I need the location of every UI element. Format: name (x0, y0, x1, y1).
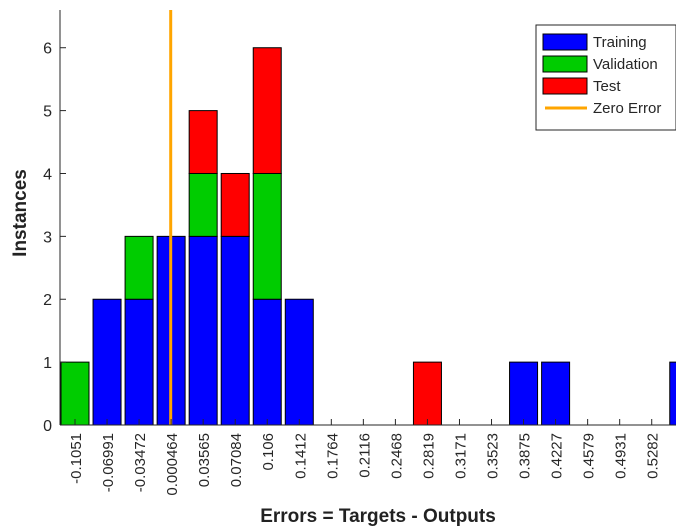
bar-training-7 (284, 298, 314, 426)
bar-test-6 (252, 47, 282, 174)
x-tick-label-16: 0.4579 (581, 433, 598, 479)
axes-layer: 0 1 2 3 4 5 6 -0.1051 -0.06991 -0.03472 0.000464 0.… (43, 10, 676, 496)
legend: Training Validation Test Zero Error (535, 24, 676, 131)
y-tick-label-1: 1 (43, 355, 52, 372)
x-tick-label-11: 0.2819 (420, 433, 437, 479)
x-tick-label-17: 0.4931 (613, 433, 630, 479)
x-tick-label-4: 0.03565 (196, 433, 213, 487)
x-tick-label-7: 0.1412 (292, 433, 309, 479)
bar-test-4 (188, 110, 218, 174)
y-axis-label: Instances (10, 169, 31, 257)
y-tick-label-0: 0 (43, 418, 52, 435)
y-tick-label-3: 3 (43, 229, 52, 246)
y-tick-label-6: 6 (43, 41, 52, 58)
legend-label-test: Test (593, 78, 621, 95)
bar-validation-6 (252, 172, 282, 300)
legend-label-training: Training (593, 34, 647, 51)
x-tick-label-3: 0.000464 (164, 433, 181, 496)
legend-swatch-test (542, 77, 588, 95)
bar-training-2 (124, 298, 154, 426)
x-tick-label-6: 0.106 (260, 433, 277, 471)
x-tick-label-15: 0.4227 (549, 433, 566, 479)
y-tick-label-4: 4 (43, 166, 52, 183)
bar-training-14 (509, 361, 539, 426)
bar-training-4 (188, 235, 218, 426)
x-tick-label-12: 0.3171 (452, 433, 469, 479)
x-tick-label-10: 0.2468 (388, 433, 405, 479)
bars-layer (60, 47, 676, 426)
x-tick-label-1: -0.06991 (100, 433, 117, 492)
bar-training-5 (220, 235, 250, 426)
bar-training-19 (669, 361, 676, 426)
bar-validation-2 (124, 235, 154, 300)
x-tick-label-8: 0.1764 (324, 433, 341, 479)
x-tick-label-5: 0.07084 (228, 433, 245, 487)
x-tick-label-9: 0.2116 (356, 433, 373, 478)
bar-validation-4 (188, 172, 218, 237)
bar-training-6 (252, 298, 282, 426)
bar-training-15 (541, 361, 571, 426)
legend-swatch-validation (542, 55, 588, 73)
legend-swatch-training (542, 33, 588, 51)
bar-validation-0 (60, 361, 90, 426)
bar-test-11 (412, 361, 442, 426)
x-tick-label-14: 0.3875 (517, 433, 534, 479)
bar-training-1 (92, 298, 122, 426)
x-tick-label-18: 0.5282 (645, 433, 662, 479)
y-tick-label-5: 5 (43, 104, 52, 121)
x-tick-label-0: -0.1051 (68, 433, 85, 484)
x-tick-label-13: 0.3523 (485, 433, 502, 479)
x-axis-label: Errors = Targets - Outputs (260, 506, 496, 527)
x-tick-label-2: -0.03472 (132, 433, 149, 492)
bar-test-5 (220, 172, 250, 237)
y-tick-label-2: 2 (43, 292, 52, 309)
legend-label-validation: Validation (593, 56, 658, 73)
legend-label-zero-error: Zero Error (593, 100, 661, 117)
